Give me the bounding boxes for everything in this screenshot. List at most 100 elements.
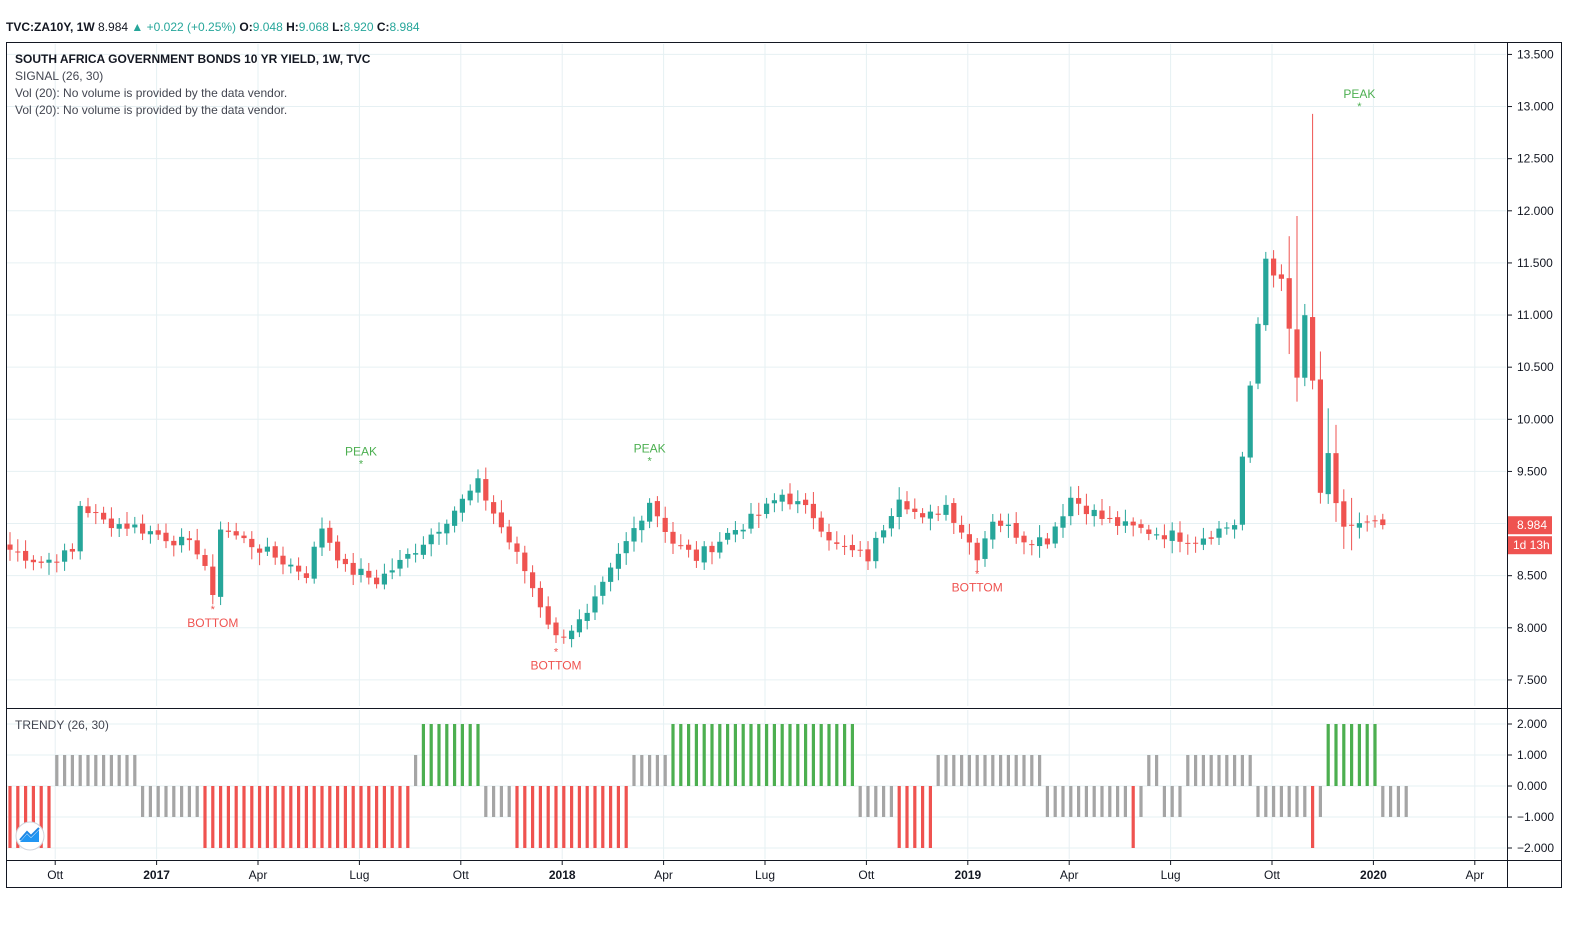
candle[interactable] xyxy=(1076,485,1082,516)
candle[interactable] xyxy=(592,585,598,621)
candle[interactable] xyxy=(1115,511,1121,535)
candle[interactable] xyxy=(257,544,263,566)
candle[interactable] xyxy=(678,534,684,550)
candle[interactable] xyxy=(974,538,980,573)
candle[interactable] xyxy=(420,536,426,560)
candle[interactable] xyxy=(452,506,458,533)
candle[interactable] xyxy=(537,581,543,618)
candle[interactable] xyxy=(943,495,949,521)
candle[interactable] xyxy=(1278,264,1284,292)
candle[interactable] xyxy=(701,541,707,570)
candle[interactable] xyxy=(1263,251,1269,331)
candle[interactable] xyxy=(23,540,29,569)
candle[interactable] xyxy=(1177,521,1183,553)
candle[interactable] xyxy=(1146,524,1152,541)
candle[interactable] xyxy=(1372,515,1378,528)
candle[interactable] xyxy=(686,539,692,558)
candle[interactable] xyxy=(826,523,832,551)
candle[interactable] xyxy=(327,520,333,551)
candle[interactable] xyxy=(849,534,855,558)
candle[interactable] xyxy=(795,490,801,514)
candle[interactable] xyxy=(1310,113,1316,390)
candle[interactable] xyxy=(576,609,582,638)
candle[interactable] xyxy=(467,484,473,506)
candle[interactable] xyxy=(1005,513,1011,538)
candle[interactable] xyxy=(670,522,676,554)
candle[interactable] xyxy=(1029,539,1035,556)
candle[interactable] xyxy=(662,506,668,543)
candle[interactable] xyxy=(7,532,13,561)
candle[interactable] xyxy=(810,492,816,530)
candle[interactable] xyxy=(15,539,21,562)
candle[interactable] xyxy=(1294,216,1300,402)
candle[interactable] xyxy=(1083,493,1089,525)
candle[interactable] xyxy=(428,528,434,557)
symbol-name[interactable]: TVC:ZA10Y, 1W xyxy=(6,20,95,34)
candle[interactable] xyxy=(288,558,294,574)
candle[interactable] xyxy=(1216,521,1222,545)
candle[interactable] xyxy=(1302,303,1308,387)
candle[interactable] xyxy=(1130,517,1136,537)
candle[interactable] xyxy=(459,494,465,522)
candle[interactable] xyxy=(771,493,777,513)
candle[interactable] xyxy=(506,519,512,550)
candle[interactable] xyxy=(101,506,107,524)
candle[interactable] xyxy=(1060,503,1066,538)
candle[interactable] xyxy=(38,556,44,569)
candle[interactable] xyxy=(1271,250,1277,288)
candle[interactable] xyxy=(405,548,411,568)
candle[interactable] xyxy=(1333,424,1339,522)
candle[interactable] xyxy=(982,531,988,567)
candle[interactable] xyxy=(584,603,590,630)
candle[interactable] xyxy=(818,511,824,538)
candle[interactable] xyxy=(93,504,99,525)
candle[interactable] xyxy=(1037,525,1043,558)
candle[interactable] xyxy=(927,504,933,531)
candle[interactable] xyxy=(147,525,153,544)
candle[interactable] xyxy=(155,523,161,540)
candle[interactable] xyxy=(1317,351,1323,504)
candle[interactable] xyxy=(46,552,52,575)
candle[interactable] xyxy=(358,558,364,583)
candle[interactable] xyxy=(491,495,497,525)
candle[interactable] xyxy=(1185,534,1191,555)
candle[interactable] xyxy=(54,554,60,573)
candle[interactable] xyxy=(366,562,372,585)
candle[interactable] xyxy=(1154,527,1160,540)
candle[interactable] xyxy=(935,506,941,522)
candle[interactable] xyxy=(77,501,83,560)
candle[interactable] xyxy=(249,531,255,560)
candle[interactable] xyxy=(413,543,419,563)
candle[interactable] xyxy=(1349,497,1355,551)
candle[interactable] xyxy=(108,507,114,537)
candle[interactable] xyxy=(85,497,91,518)
candle[interactable] xyxy=(389,558,395,580)
candle[interactable] xyxy=(233,522,239,540)
candle[interactable] xyxy=(163,523,169,549)
candle[interactable] xyxy=(241,531,247,544)
candle[interactable] xyxy=(280,546,286,575)
candle[interactable] xyxy=(498,500,504,534)
candle[interactable] xyxy=(1021,531,1027,555)
candle[interactable] xyxy=(1232,519,1238,539)
candle[interactable] xyxy=(1052,522,1058,549)
candle[interactable] xyxy=(225,522,231,538)
candle[interactable] xyxy=(623,532,629,565)
candle[interactable] xyxy=(194,528,200,560)
candle[interactable] xyxy=(709,541,715,565)
candle[interactable] xyxy=(1122,509,1128,533)
candle[interactable] xyxy=(1356,512,1362,539)
candle[interactable] xyxy=(1013,512,1019,544)
candle[interactable] xyxy=(303,566,309,584)
candle[interactable] xyxy=(218,521,224,606)
candle[interactable] xyxy=(787,483,793,510)
candle[interactable] xyxy=(803,493,809,514)
candle[interactable] xyxy=(1161,524,1167,549)
candle[interactable] xyxy=(725,528,731,545)
candle[interactable] xyxy=(1380,513,1386,530)
candle[interactable] xyxy=(842,535,848,555)
candle[interactable] xyxy=(600,576,606,605)
candle[interactable] xyxy=(264,537,270,556)
candle[interactable] xyxy=(553,617,559,644)
